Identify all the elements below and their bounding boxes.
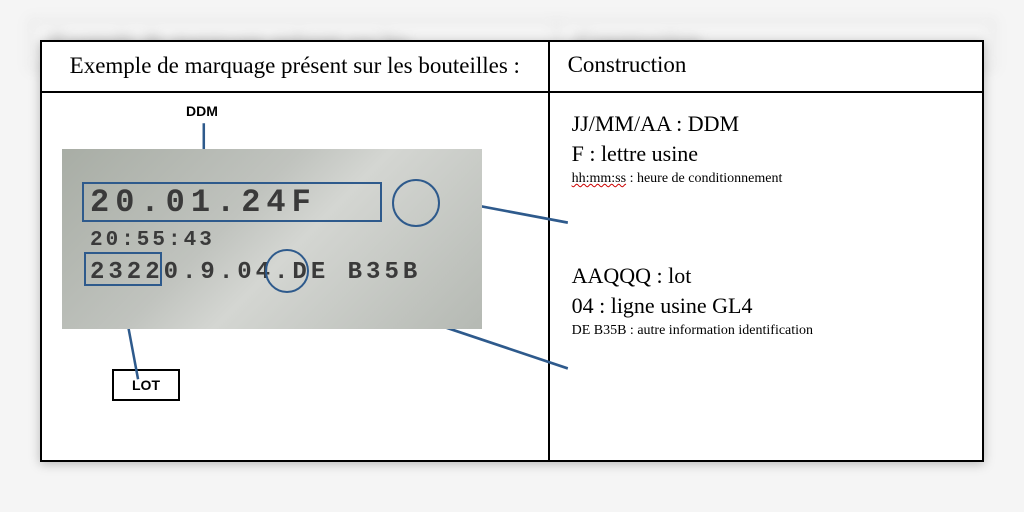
stamp-line-2: 20:55:43 xyxy=(90,229,215,252)
construction-line-6: DE B35B : autre information identificati… xyxy=(572,323,960,339)
hhmmss-text: hh:mm:ss xyxy=(572,171,626,186)
construction-line-4: AAQQQ : lot xyxy=(572,263,960,289)
ddm-annotation-box xyxy=(82,182,382,222)
table-body-row: DDM 20.01.24F 20:55:43 23220.9.04.DE B35… xyxy=(42,93,982,460)
ddm-label: DDM xyxy=(172,103,232,119)
construction-line-2: F : lettre usine xyxy=(572,141,960,167)
construction-cell: JJ/MM/AA : DDM F : lettre usine hh:mm:ss… xyxy=(550,93,982,460)
example-cell: DDM 20.01.24F 20:55:43 23220.9.04.DE B35… xyxy=(42,93,550,460)
f-annotation-circle xyxy=(392,179,440,227)
lot-label-box: LOT xyxy=(112,369,180,401)
construction-line-5: 04 : ligne usine GL4 xyxy=(572,293,960,319)
lot-annotation-box xyxy=(84,252,162,286)
construction-line-3: hh:mm:ss : heure de conditionnement xyxy=(572,171,960,187)
construction-line-1: JJ/MM/AA : DDM xyxy=(572,111,960,137)
header-left: Exemple de marquage présent sur les bout… xyxy=(42,42,550,91)
table: Exemple de marquage présent sur les bout… xyxy=(40,40,984,462)
main-card: Exemple de marquage présent sur les bout… xyxy=(40,40,984,462)
bottle-photo: 20.01.24F 20:55:43 23220.9.04.DE B35B xyxy=(62,149,482,329)
l3-rest: : heure de conditionnement xyxy=(626,171,782,186)
header-right: Construction xyxy=(550,42,982,91)
table-header-row: Exemple de marquage présent sur les bout… xyxy=(42,42,982,93)
o4-annotation-circle xyxy=(265,249,309,293)
